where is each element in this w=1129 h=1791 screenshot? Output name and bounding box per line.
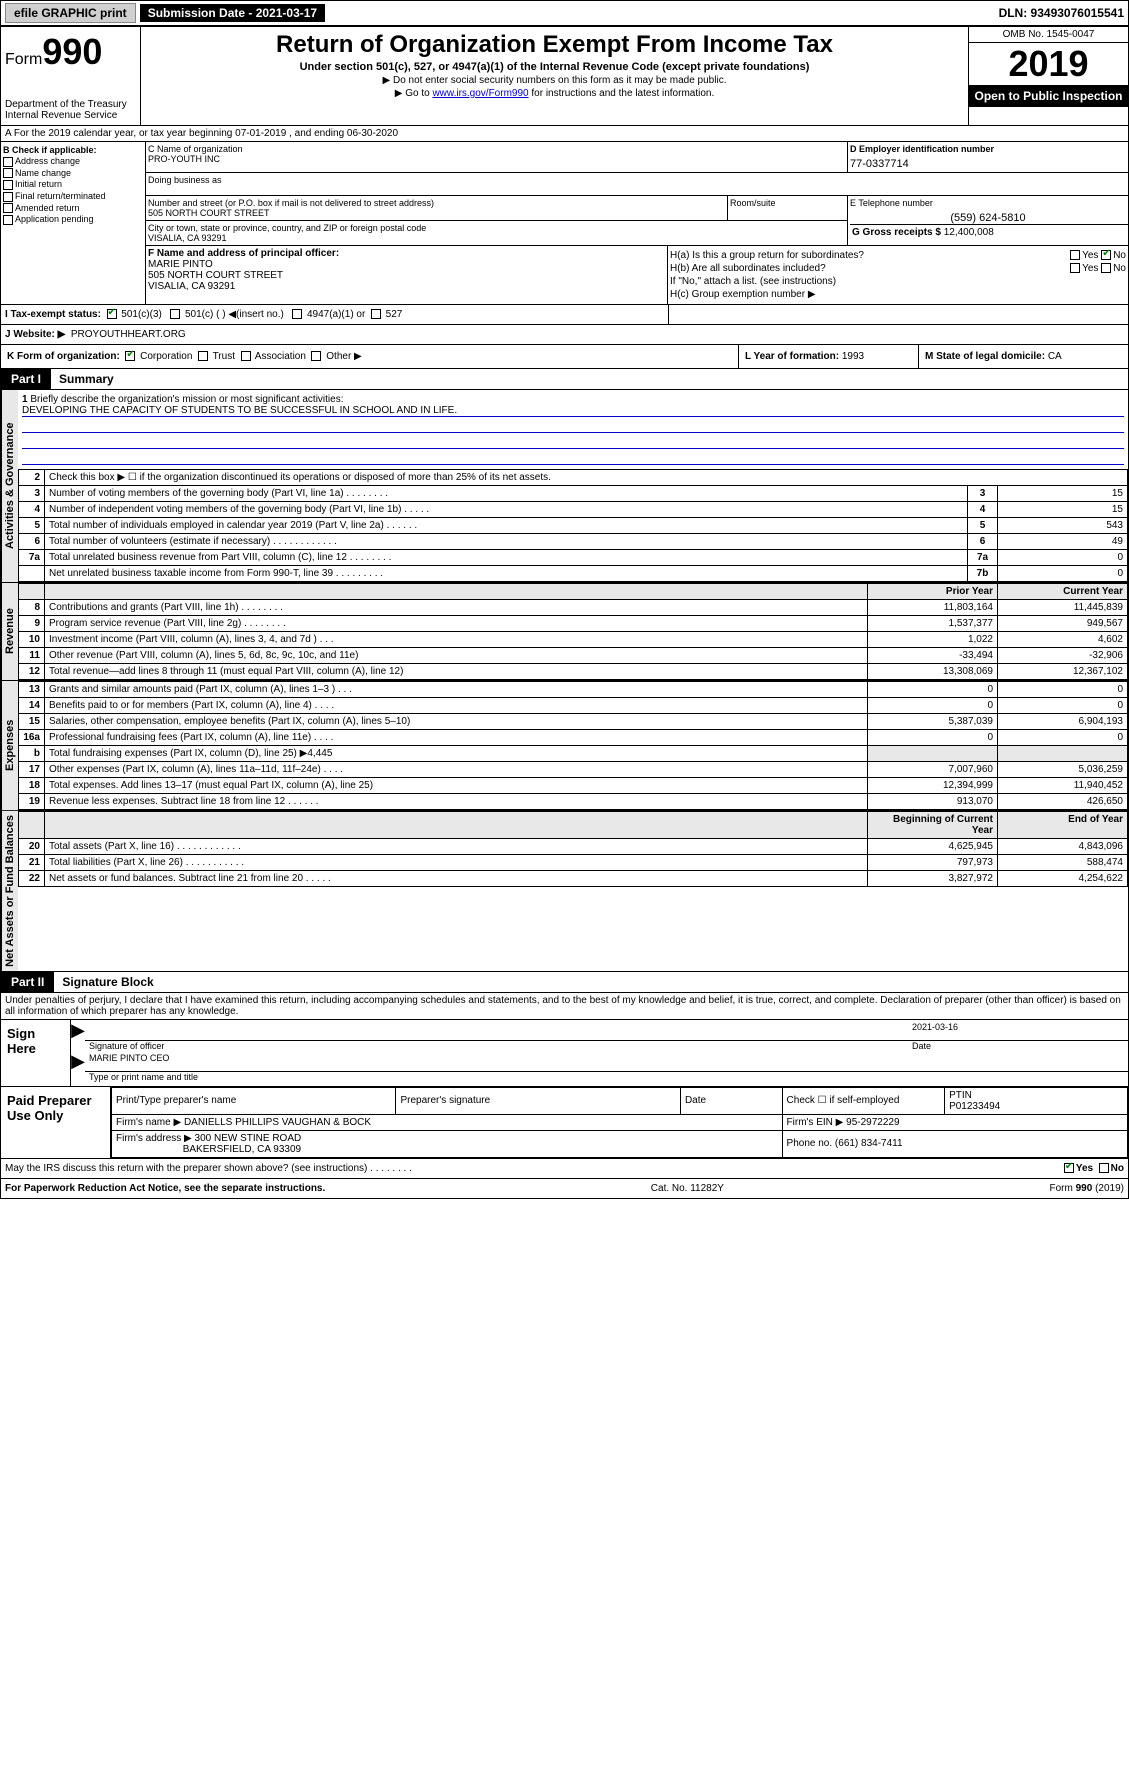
website-row: J Website: ▶ PROYOUTHHEART.ORG — [0, 325, 1129, 345]
sign-date: 2021-03-16 — [908, 1020, 1128, 1041]
paid-preparer-label: Paid Preparer Use Only — [1, 1087, 111, 1158]
phone-value: (559) 624-5810 — [850, 212, 1126, 224]
form-number: Form990 — [5, 31, 136, 73]
subtitle-1: Under section 501(c), 527, or 4947(a)(1)… — [145, 61, 964, 73]
h-b: H(b) Are all subordinates included? Yes … — [670, 263, 1126, 274]
rev-vlabel: Revenue — [1, 583, 18, 680]
city-value: VISALIA, CA 93291 — [148, 233, 845, 243]
org-name: PRO-YOUTH INC — [148, 154, 845, 164]
net-assets-lines: Beginning of Current YearEnd of Year 20T… — [18, 811, 1128, 887]
sig-officer-label: Signature of officer — [85, 1041, 908, 1051]
d-ein-label: D Employer identification number — [850, 144, 994, 154]
paid-preparer-table: Print/Type preparer's name Preparer's si… — [111, 1087, 1128, 1158]
discuss-row: May the IRS discuss this return with the… — [1, 1158, 1128, 1178]
mission-text: DEVELOPING THE CAPACITY OF STUDENTS TO B… — [22, 405, 1124, 417]
cat-no: Cat. No. 11282Y — [651, 1183, 724, 1194]
revenue-lines: Prior YearCurrent Year 8Contributions an… — [18, 583, 1128, 680]
exp-vlabel: Expenses — [1, 681, 18, 810]
irs-label: Internal Revenue Service — [5, 110, 136, 121]
signature-block: Under penalties of perjury, I declare th… — [0, 993, 1129, 1179]
expenses-section: Expenses 13Grants and similar amounts pa… — [0, 681, 1129, 811]
tax-year: 2019 — [969, 43, 1128, 85]
pra-notice: For Paperwork Reduction Act Notice, see … — [5, 1183, 325, 1194]
net-assets-section: Net Assets or Fund Balances Beginning of… — [0, 811, 1129, 972]
h-a: H(a) Is this a group return for subordin… — [670, 250, 1126, 261]
perjury-text: Under penalties of perjury, I declare th… — [1, 993, 1128, 1019]
ein-value: 77-0337714 — [850, 158, 1126, 170]
officer-name: MARIE PINTO — [148, 259, 665, 270]
footer: For Paperwork Reduction Act Notice, see … — [0, 1179, 1129, 1199]
top-bar: efile GRAPHIC print Submission Date - 20… — [0, 0, 1129, 26]
city-label: City or town, state or province, country… — [148, 223, 845, 233]
form-header: Form990 Department of the Treasury Inter… — [0, 26, 1129, 126]
website-value: PROYOUTHHEART.ORG — [71, 329, 186, 340]
part-2-header: Part II Signature Block — [0, 972, 1129, 993]
sign-here-label: Sign Here — [1, 1020, 71, 1086]
tax-status-row: I Tax-exempt status: 501(c)(3) 501(c) ( … — [0, 305, 1129, 325]
gross-receipts: G Gross receipts $ 12,400,008 — [850, 224, 1129, 240]
k-l-m-row: K Form of organization: Corporation Trus… — [0, 345, 1129, 369]
typed-name-label: Type or print name and title — [85, 1072, 1128, 1086]
part-1-header: Part I Summary — [0, 369, 1129, 390]
room-label: Room/suite — [727, 196, 847, 220]
expense-lines: 13Grants and similar amounts paid (Part … — [18, 681, 1128, 810]
activities-governance-section: Activities & Governance 1 Briefly descri… — [0, 390, 1129, 583]
subtitle-2a: ▶ Do not enter social security numbers o… — [145, 75, 964, 86]
na-vlabel: Net Assets or Fund Balances — [1, 811, 18, 971]
officer-typed-name: MARIE PINTO CEO — [85, 1051, 1128, 1072]
street-label: Number and street (or P.O. box if mail i… — [148, 198, 725, 208]
street-value: 505 NORTH COURT STREET — [148, 208, 725, 218]
efile-button[interactable]: efile GRAPHIC print — [5, 3, 136, 23]
phone-label: E Telephone number — [850, 198, 1126, 208]
revenue-section: Revenue Prior YearCurrent Year 8Contribu… — [0, 583, 1129, 681]
row-a-period: A For the 2019 calendar year, or tax yea… — [0, 126, 1129, 142]
form-ref: Form 990 (2019) — [1050, 1183, 1124, 1194]
open-public-badge: Open to Public Inspection — [969, 85, 1128, 107]
dln-label: DLN: 93493076015541 — [999, 6, 1124, 20]
identity-block: B Check if applicable: Address change Na… — [0, 142, 1129, 305]
subtitle-2b: ▶ Go to www.irs.gov/Form990 for instruct… — [145, 88, 964, 99]
dept-label: Department of the Treasury — [5, 99, 136, 110]
omb-number: OMB No. 1545-0047 — [969, 27, 1128, 43]
officer-signature-line — [85, 1020, 908, 1041]
governance-lines: 2Check this box ▶ ☐ if the organization … — [18, 469, 1128, 582]
dba-label: Doing business as — [146, 173, 1128, 196]
c-name-label: C Name of organization — [148, 144, 845, 154]
h-b-note: If "No," attach a list. (see instruction… — [670, 276, 1126, 287]
gov-vlabel: Activities & Governance — [1, 390, 18, 582]
h-c: H(c) Group exemption number ▶ — [670, 289, 1126, 300]
submission-date: Submission Date - 2021-03-17 — [140, 4, 325, 22]
form-title: Return of Organization Exempt From Incom… — [145, 31, 964, 59]
col-b-checkboxes: B Check if applicable: Address change Na… — [1, 142, 146, 304]
officer-addr2: VISALIA, CA 93291 — [148, 281, 665, 292]
sig-date-label: Date — [908, 1041, 1128, 1051]
officer-addr1: 505 NORTH COURT STREET — [148, 270, 665, 281]
irs-link[interactable]: www.irs.gov/Form990 — [432, 88, 528, 99]
f-officer-label: F Name and address of principal officer: — [148, 248, 339, 259]
